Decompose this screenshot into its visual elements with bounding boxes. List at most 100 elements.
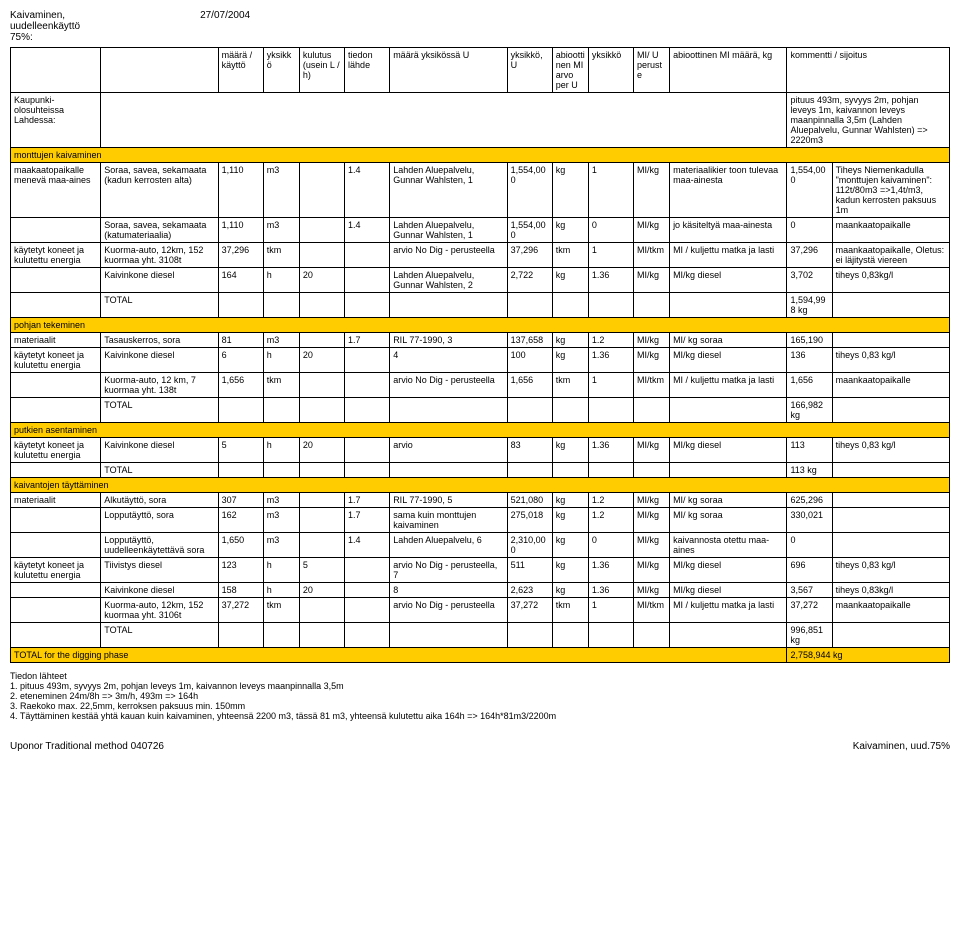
cell: arvio No Dig - perusteella (390, 373, 507, 398)
cell: TOTAL (101, 623, 218, 648)
cell (263, 293, 299, 318)
cell: m3 (263, 218, 299, 243)
table-row: Soraa, savea, sekamaata (katumateriaalia… (11, 218, 950, 243)
cell: 1,656 (507, 373, 552, 398)
cell: h (263, 438, 299, 463)
cell: maakaatopaikalle menevä maa-aines (11, 163, 101, 218)
cell: 307 (218, 493, 263, 508)
cell (588, 293, 633, 318)
cell: MI/kg (633, 163, 669, 218)
cell (11, 218, 101, 243)
cell (345, 348, 390, 373)
cell: MI/kg diesel (670, 558, 787, 583)
cell (345, 268, 390, 293)
cell: 1.7 (345, 493, 390, 508)
cell: arvio No Dig - perusteella (390, 598, 507, 623)
cell (345, 243, 390, 268)
cell: 1,554,000 (787, 163, 832, 218)
cell: Tiivistys diesel (101, 558, 218, 583)
table-row: Lopputäyttö, sora162m31.7sama kuin montt… (11, 508, 950, 533)
cell (832, 463, 949, 478)
cell: Lahden Aluepalvelu, Gunnar Wahlsten, 1 (390, 163, 507, 218)
cell: 37,296 (507, 243, 552, 268)
cell (218, 398, 263, 423)
cell (588, 463, 633, 478)
cell (299, 218, 344, 243)
footer-right: Kaivaminen, uud.75% (853, 741, 950, 752)
cell (832, 493, 949, 508)
cell: 1.36 (588, 438, 633, 463)
cell: 20 (299, 583, 344, 598)
cell (11, 463, 101, 478)
cell: Tasauskerros, sora (101, 333, 218, 348)
cell: TOTAL (101, 398, 218, 423)
cell (299, 373, 344, 398)
cell (345, 293, 390, 318)
cell: 996,851 kg (787, 623, 832, 648)
cell: tiheys 0,83 kg/l (832, 558, 949, 583)
cell: 1,110 (218, 163, 263, 218)
cell (218, 293, 263, 318)
cell (11, 268, 101, 293)
cell: Kaivinkone diesel (101, 268, 218, 293)
table-row: TOTAL113 kg (11, 463, 950, 478)
section-label: kaivantojen täyttäminen (11, 478, 950, 493)
cell: MI / kuljettu matka ja lasti (670, 598, 787, 623)
cell: Kaivinkone diesel (101, 348, 218, 373)
cell: tkm (263, 243, 299, 268)
cell (633, 293, 669, 318)
cell: 0 (588, 218, 633, 243)
cell: tiheys 0,83kg/l (832, 583, 949, 598)
cell: 1.4 (345, 218, 390, 243)
col-abio-maara: abioottinen MI määrä, kg (670, 48, 787, 93)
cell (390, 463, 507, 478)
section-label: monttujen kaivaminen (11, 148, 950, 163)
table-row: Kuorma-auto, 12 km, 7 kuormaa yht. 138t1… (11, 373, 950, 398)
cell: kg (552, 268, 588, 293)
cell (218, 463, 263, 478)
cell: tkm (263, 598, 299, 623)
cell: 330,021 (787, 508, 832, 533)
cell: 162 (218, 508, 263, 533)
cell (299, 163, 344, 218)
cell (633, 398, 669, 423)
cell: 5 (218, 438, 263, 463)
cell: h (263, 268, 299, 293)
cell (507, 623, 552, 648)
cell (588, 623, 633, 648)
cell: Tiheys Niemenkadulla "monttujen kaivamin… (832, 163, 949, 218)
cell (299, 508, 344, 533)
cell (345, 583, 390, 598)
notes-title: Tiedon lähteet (10, 671, 950, 681)
cell: kg (552, 533, 588, 558)
cell (299, 623, 344, 648)
cell: 1.2 (588, 333, 633, 348)
cell: 1.4 (345, 163, 390, 218)
cell: m3 (263, 163, 299, 218)
document-date: 27/07/2004 (200, 10, 250, 43)
cell: Soraa, savea, sekamaata (kadun kerrosten… (101, 163, 218, 218)
cell (299, 463, 344, 478)
title-line2: uudelleenkäyttö (10, 21, 80, 32)
cell (832, 508, 949, 533)
cell: 5 (299, 558, 344, 583)
cell: 6 (218, 348, 263, 373)
cell: 123 (218, 558, 263, 583)
cell: MI/kg (633, 218, 669, 243)
cell (552, 463, 588, 478)
col-maara-u: määrä yksikössä U (390, 48, 507, 93)
subtitle3: Lahdessa: (14, 115, 56, 125)
col-yksikko2: yksikkö (588, 48, 633, 93)
cell: 0 (787, 218, 832, 243)
cell (832, 293, 949, 318)
cell: tkm (263, 373, 299, 398)
cell: MI/ kg soraa (670, 508, 787, 533)
footer-left: Uponor Traditional method 040726 (10, 741, 164, 752)
table-row: Lopputäyttö, uudelleenkäytettävä sora1,6… (11, 533, 950, 558)
cell: MI/tkm (633, 243, 669, 268)
cell: 1.2 (588, 508, 633, 533)
cell: 1.36 (588, 348, 633, 373)
title-line3: 75%: (10, 32, 33, 43)
cell (670, 398, 787, 423)
cell: 1.36 (588, 583, 633, 598)
